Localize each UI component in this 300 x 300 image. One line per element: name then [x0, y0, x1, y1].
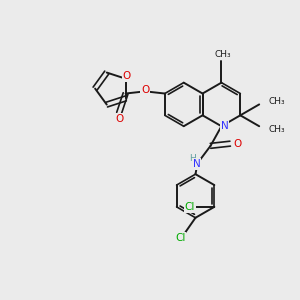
- Text: O: O: [233, 139, 241, 149]
- Text: N: N: [193, 159, 200, 169]
- Text: CH₃: CH₃: [214, 50, 231, 59]
- Text: Cl: Cl: [175, 233, 186, 243]
- Text: O: O: [141, 85, 149, 95]
- Text: Cl: Cl: [184, 202, 195, 212]
- Text: N: N: [220, 121, 228, 131]
- Text: O: O: [122, 71, 131, 81]
- Text: CH₃: CH₃: [268, 97, 285, 106]
- Text: CH₃: CH₃: [268, 125, 285, 134]
- Text: O: O: [115, 114, 123, 124]
- Text: H: H: [189, 154, 196, 163]
